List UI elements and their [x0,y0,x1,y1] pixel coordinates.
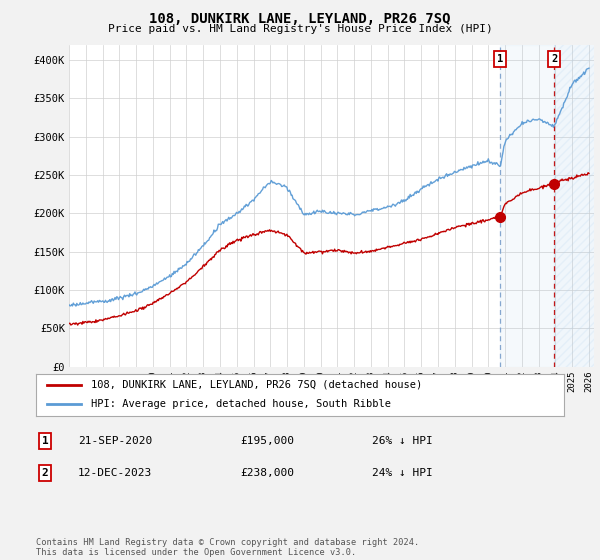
Text: 108, DUNKIRK LANE, LEYLAND, PR26 7SQ (detached house): 108, DUNKIRK LANE, LEYLAND, PR26 7SQ (de… [91,380,422,390]
Text: Contains HM Land Registry data © Crown copyright and database right 2024.
This d: Contains HM Land Registry data © Crown c… [36,538,419,557]
Text: Price paid vs. HM Land Registry's House Price Index (HPI): Price paid vs. HM Land Registry's House … [107,24,493,34]
Text: £238,000: £238,000 [240,468,294,478]
Text: 24% ↓ HPI: 24% ↓ HPI [372,468,433,478]
Bar [500,45,554,367]
Text: 2: 2 [41,468,49,478]
Text: 21-SEP-2020: 21-SEP-2020 [78,436,152,446]
Text: 1: 1 [497,54,503,64]
Text: 2: 2 [551,54,557,64]
Bar [554,45,594,367]
Text: £195,000: £195,000 [240,436,294,446]
Text: 12-DEC-2023: 12-DEC-2023 [78,468,152,478]
Text: 26% ↓ HPI: 26% ↓ HPI [372,436,433,446]
Text: HPI: Average price, detached house, South Ribble: HPI: Average price, detached house, Sout… [91,399,391,409]
Text: 108, DUNKIRK LANE, LEYLAND, PR26 7SQ: 108, DUNKIRK LANE, LEYLAND, PR26 7SQ [149,12,451,26]
Text: 1: 1 [41,436,49,446]
